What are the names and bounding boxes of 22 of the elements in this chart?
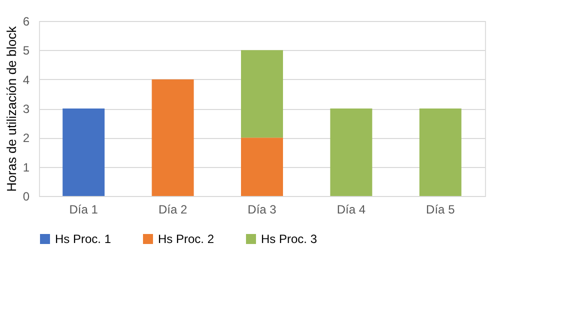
x-tick-label: Día 3: [248, 202, 277, 216]
y-axis-title: Horas de utilización de block: [4, 26, 19, 192]
y-tick-label: 3: [22, 102, 30, 116]
x-tick-label: Día 1: [69, 202, 98, 216]
x-tick-label: Día 2: [158, 202, 188, 216]
y-tick-label: 4: [22, 72, 30, 87]
bar: [419, 108, 462, 196]
bar: [241, 138, 283, 196]
x-tick-label: Día 5: [426, 202, 456, 216]
y-tick-label: 1: [22, 160, 30, 174]
legend-label: Hs Proc. 1: [55, 232, 112, 246]
y-tick-label: 6: [22, 14, 30, 28]
x-tick-label: Día 4: [336, 202, 366, 216]
bar: [241, 50, 283, 138]
y-tick-label: 2: [22, 131, 30, 146]
y-tick-label: 0: [22, 190, 30, 204]
legend-label: Hs Proc. 2: [158, 232, 214, 246]
bar: [152, 79, 194, 196]
legend-label: Hs Proc. 3: [261, 232, 318, 246]
bar: [330, 108, 372, 196]
bar: [62, 108, 105, 196]
y-tick-label: 5: [22, 44, 30, 58]
